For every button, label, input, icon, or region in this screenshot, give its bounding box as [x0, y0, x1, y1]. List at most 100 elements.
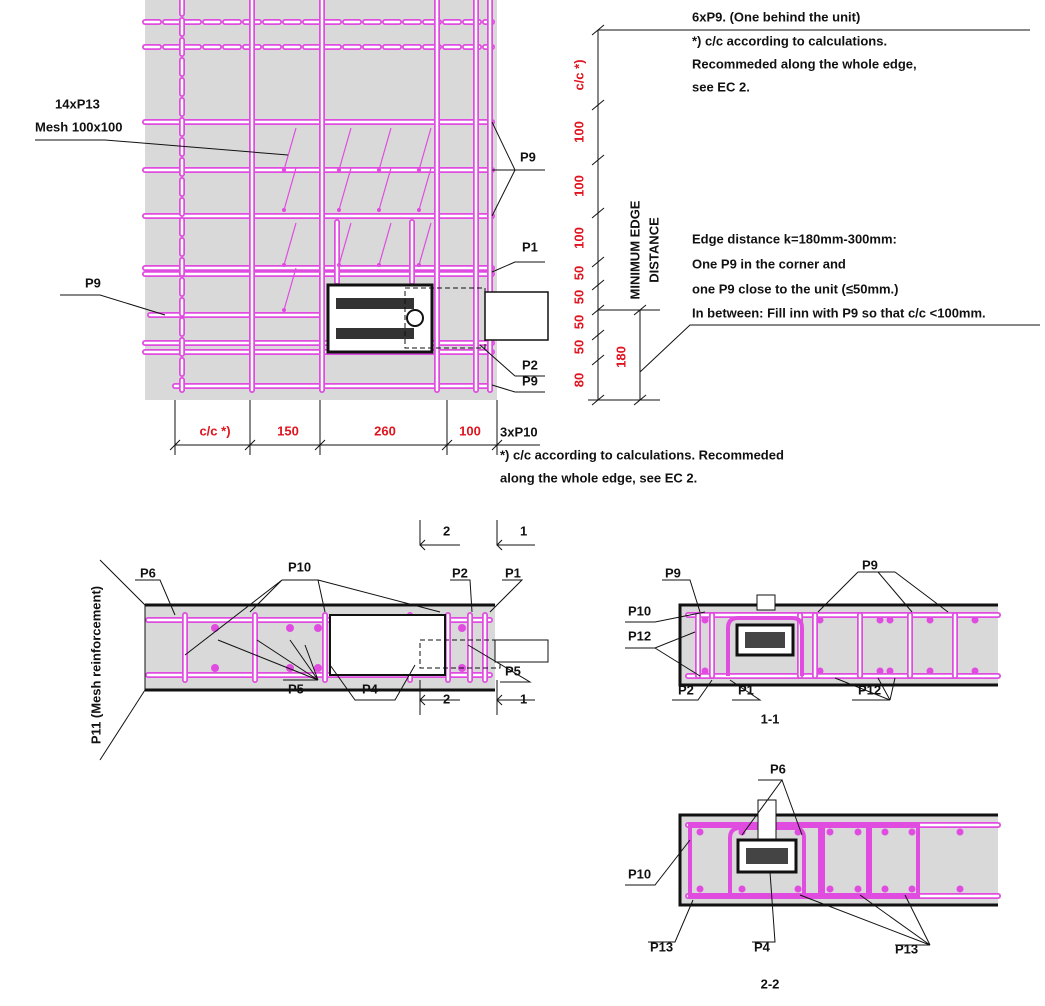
- leader: [625, 611, 706, 677]
- cut-mark: 1: [520, 523, 527, 538]
- unit: [404, 287, 486, 349]
- label: P11 (Mesh reinforcement): [88, 586, 103, 744]
- rebar-section: [816, 667, 824, 675]
- rebar: [726, 616, 804, 676]
- label: P12: [628, 628, 651, 643]
- leader: [662, 579, 701, 613]
- label: P10: [288, 559, 311, 574]
- label: P12: [858, 682, 881, 697]
- rebar-section: [854, 828, 862, 836]
- leader: [135, 579, 176, 616]
- leader: [184, 579, 441, 656]
- rebar-section: [908, 885, 916, 893]
- note: *) c/c according to calculations.: [692, 33, 887, 48]
- leader: [450, 579, 524, 613]
- mesh-mark: [282, 263, 286, 267]
- dimension-tick: [591, 154, 605, 166]
- leader: [60, 294, 166, 316]
- leader: [419, 520, 460, 551]
- rebar-section: [286, 624, 294, 632]
- leader: [625, 571, 949, 701]
- dimension-tick: [591, 99, 605, 111]
- dimension: 100: [571, 121, 586, 143]
- mesh-mark: [378, 167, 392, 211]
- note: 6xP9. (One behind the unit): [692, 9, 860, 24]
- dimension-tick: [169, 24, 647, 455]
- dimension: 100: [571, 175, 586, 197]
- cut-mark: 1: [520, 691, 527, 706]
- label: P13: [650, 939, 673, 954]
- mesh-mark: [282, 168, 286, 172]
- section-1-1: P9 P9 P10 P12 P2 P1 P12 1-1: [625, 557, 1001, 726]
- rebar-section: [956, 885, 964, 893]
- unit: [336, 298, 414, 309]
- unit: [329, 614, 446, 676]
- dimension: 100: [571, 227, 586, 249]
- rebar-section: [876, 667, 884, 675]
- rebar-section: [211, 664, 219, 672]
- label: P9: [522, 373, 538, 388]
- unit: [494, 639, 549, 663]
- label: P1: [505, 565, 521, 580]
- rebar: [688, 823, 822, 898]
- dimension-tick: [591, 207, 605, 219]
- mesh-mark: [338, 167, 352, 211]
- mesh-mark: [377, 263, 381, 267]
- section-2-2: P6 P10 P13 P4 P13 2-2: [625, 761, 1001, 991]
- rebar-section: [886, 667, 894, 675]
- leader: [625, 839, 691, 886]
- label: P6: [140, 565, 156, 580]
- label: P5: [505, 663, 521, 678]
- mesh-mark: [283, 267, 297, 311]
- dimension: 50: [571, 266, 586, 280]
- rebar-section: [908, 828, 916, 836]
- mesh-mark: [378, 222, 392, 266]
- rebar-section: [701, 616, 709, 624]
- dimension: 50: [571, 340, 586, 354]
- rebar: [868, 823, 920, 898]
- unit: [406, 309, 424, 327]
- rebar-section: [881, 885, 889, 893]
- leader: [329, 664, 416, 701]
- rebar-section: [696, 885, 704, 893]
- rebar-section: [701, 667, 709, 675]
- label: P9: [85, 275, 101, 290]
- dimension-tick: [591, 256, 605, 268]
- leader: [799, 894, 931, 946]
- dimensions: c/c *) 100 100 100 50 50 50 50 80: [571, 59, 586, 387]
- leader: [752, 871, 776, 943]
- rebar-section: [926, 667, 934, 675]
- dimension-tick: [591, 354, 605, 366]
- leader: [35, 29, 1040, 446]
- dimension: 150: [277, 423, 299, 438]
- leader: [479, 344, 545, 393]
- dimension: 50: [571, 315, 586, 329]
- rebar-section: [854, 885, 862, 893]
- dimension: 260: [374, 423, 396, 438]
- leader: [496, 520, 535, 551]
- note: One P9 in the corner and: [692, 256, 846, 271]
- leader: [491, 121, 545, 217]
- section-2-2: [757, 799, 777, 841]
- plan: 6xP9. (One behind the unit) *) c/c accor…: [35, 0, 1040, 485]
- label: P13: [895, 941, 918, 956]
- rebar-section: [971, 616, 979, 624]
- dimension: c/c *): [199, 423, 230, 438]
- leader: [648, 899, 694, 943]
- label: P9: [862, 557, 878, 572]
- mesh-mark: [282, 208, 286, 212]
- label: P1: [522, 239, 538, 254]
- dimension: 80: [571, 373, 586, 387]
- dimension-tick: [591, 304, 605, 316]
- label: P2: [678, 682, 694, 697]
- label: P4: [754, 939, 771, 954]
- leader: [99, 559, 146, 761]
- mesh-mark: [282, 308, 286, 312]
- leader: [467, 644, 532, 683]
- unit: [745, 632, 785, 648]
- leader: [625, 779, 931, 946]
- concrete: [680, 815, 998, 905]
- note: one P9 close to the unit (≤50mm.): [692, 281, 899, 296]
- rebar-section: [956, 828, 964, 836]
